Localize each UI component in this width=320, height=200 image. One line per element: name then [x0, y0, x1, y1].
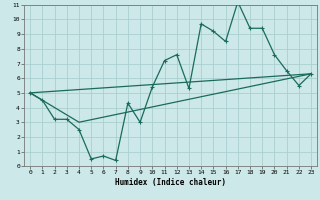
X-axis label: Humidex (Indice chaleur): Humidex (Indice chaleur)	[115, 178, 226, 187]
